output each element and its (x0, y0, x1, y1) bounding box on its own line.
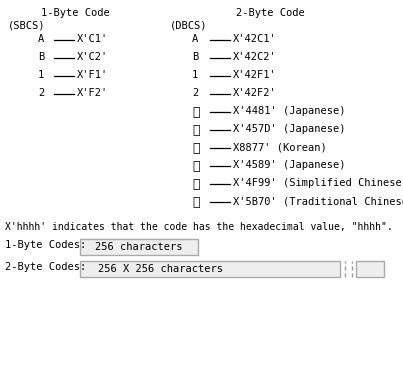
Bar (80, 239, 198, 255)
Text: X'42F1': X'42F1' (233, 70, 277, 80)
Text: 1: 1 (38, 70, 44, 80)
Text: X'hhhh' indicates that the code has the hexadecimal value, "hhhh".: X'hhhh' indicates that the code has the … (5, 222, 393, 232)
Text: A: A (192, 34, 198, 44)
Text: 2: 2 (38, 88, 44, 98)
Text: 1-Byte Code: 1-Byte Code (41, 8, 109, 18)
Text: B: B (38, 52, 44, 62)
Text: (SBCS): (SBCS) (8, 20, 46, 30)
Text: X'F1': X'F1' (77, 70, 108, 80)
Text: 1: 1 (192, 70, 198, 80)
Text: X'4481' (Japanese): X'4481' (Japanese) (233, 106, 345, 116)
Text: B: B (192, 52, 198, 62)
Text: 進: 進 (192, 196, 199, 209)
Bar (356, 261, 384, 277)
Text: 256 characters: 256 characters (95, 242, 183, 252)
Text: 1-Byte Codes:: 1-Byte Codes: (5, 240, 86, 250)
Text: X'42C1': X'42C1' (233, 34, 277, 44)
Text: X'42F2': X'42F2' (233, 88, 277, 98)
Text: X'C1': X'C1' (77, 34, 108, 44)
Text: 美: 美 (192, 124, 199, 137)
Text: 정: 정 (192, 142, 199, 155)
Text: (DBCS): (DBCS) (170, 20, 208, 30)
Text: X'457D' (Japanese): X'457D' (Japanese) (233, 124, 345, 134)
Text: 2-Byte Code: 2-Byte Code (236, 8, 304, 18)
Bar (80, 261, 340, 277)
Text: あ: あ (192, 106, 199, 119)
Text: 256 X 256 characters: 256 X 256 characters (98, 264, 222, 274)
Text: 2-Byte Codes:: 2-Byte Codes: (5, 262, 86, 272)
Text: 进: 进 (192, 178, 199, 191)
Text: X'C2': X'C2' (77, 52, 108, 62)
Text: X'42C2': X'42C2' (233, 52, 277, 62)
Text: X8877' (Korean): X8877' (Korean) (233, 142, 327, 152)
Text: X'4F99' (Simplified Chinese): X'4F99' (Simplified Chinese) (233, 178, 403, 188)
Text: X'5B70' (Traditional Chinese): X'5B70' (Traditional Chinese) (233, 196, 403, 206)
Text: A: A (38, 34, 44, 44)
Text: 橋: 橋 (192, 160, 199, 173)
Text: X'4589' (Japanese): X'4589' (Japanese) (233, 160, 345, 170)
Text: X'F2': X'F2' (77, 88, 108, 98)
Text: 2: 2 (192, 88, 198, 98)
